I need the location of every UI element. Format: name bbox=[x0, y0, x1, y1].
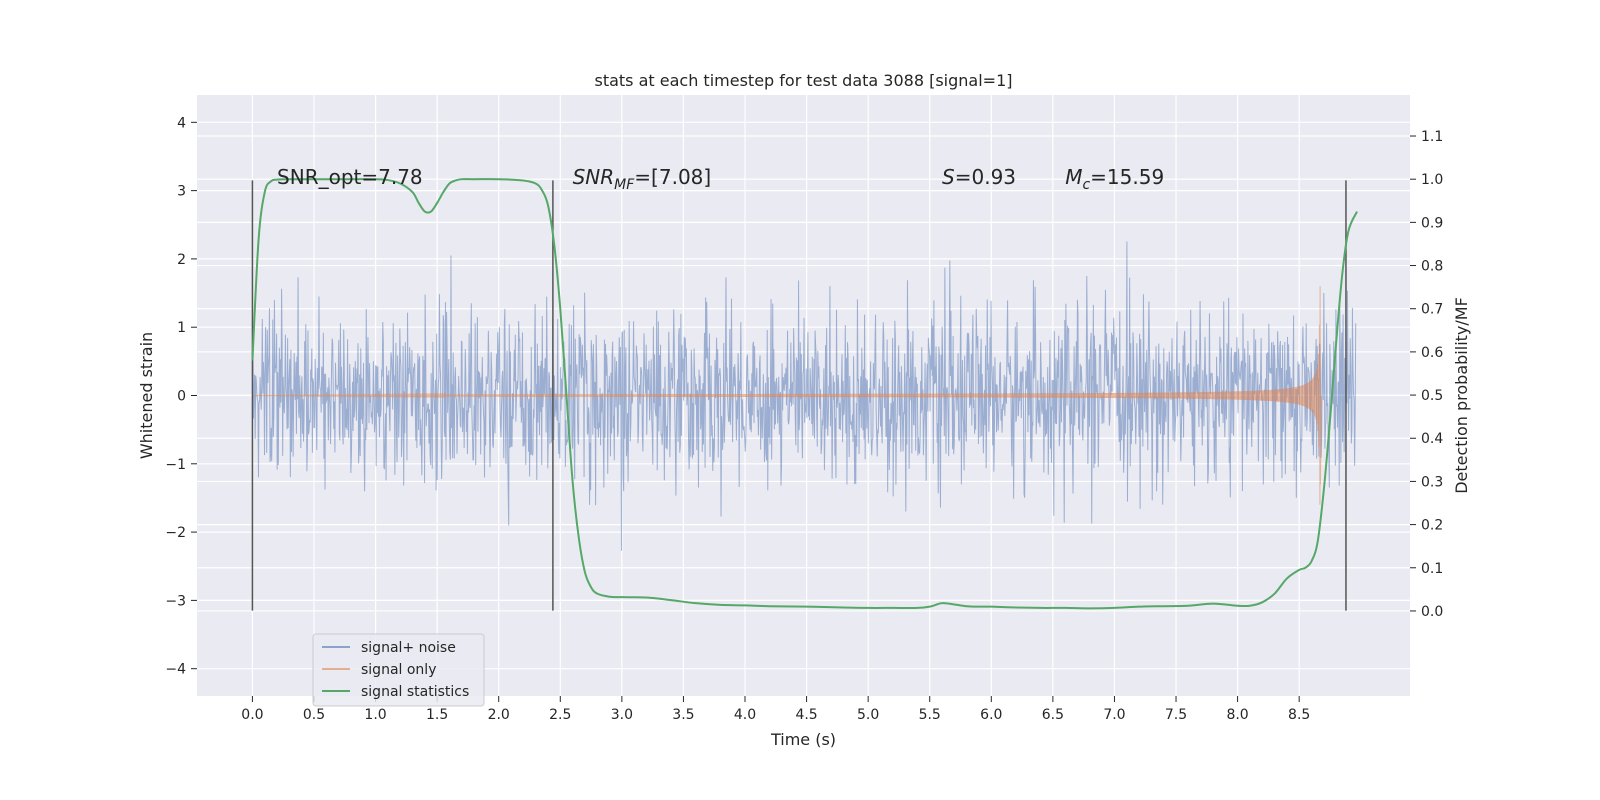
right-tick-label: 0.1 bbox=[1421, 561, 1443, 577]
right-tick-label: 0.0 bbox=[1421, 604, 1443, 620]
x-tick-label: 8.0 bbox=[1226, 707, 1248, 723]
annotation: SNRMF=[7.08] bbox=[573, 165, 712, 193]
right-tick-label: 0.6 bbox=[1421, 345, 1443, 361]
right-axis-label: Detection probability/MF bbox=[1452, 297, 1471, 494]
x-tick-label: 3.5 bbox=[672, 707, 694, 723]
y-tick-label: 3 bbox=[177, 184, 186, 200]
legend-label: signal only bbox=[361, 662, 436, 678]
right-tick-label: 0.8 bbox=[1421, 259, 1443, 275]
vertical-lines bbox=[251, 180, 1347, 611]
y-tick-label: 2 bbox=[177, 252, 186, 268]
y-tick-label: −2 bbox=[165, 525, 186, 541]
x-tick-label: 4.0 bbox=[734, 707, 756, 723]
x-tick-label: 8.5 bbox=[1288, 707, 1310, 723]
annotation: SNR_opt=7.78 bbox=[277, 165, 423, 189]
right-tick-label: 0.5 bbox=[1421, 388, 1443, 404]
statistics-layer bbox=[251, 178, 1358, 610]
chart-title: stats at each timestep for test data 308… bbox=[594, 71, 1012, 90]
x-tick-label: 6.0 bbox=[980, 707, 1002, 723]
right-tick-label: 0.2 bbox=[1421, 518, 1443, 534]
data-layer bbox=[251, 241, 1357, 551]
right-tick-label: 0.3 bbox=[1421, 474, 1443, 490]
legend-box bbox=[312, 633, 485, 707]
right-tick-label: 1.0 bbox=[1421, 172, 1443, 188]
x-tick-label: 2.5 bbox=[549, 707, 571, 723]
y-axis-ticks: 4 3 2 1 0 −1 −2 −3 −4 bbox=[165, 115, 197, 678]
x-tick-label: 2.0 bbox=[488, 707, 510, 723]
x-axis-ticks: 0.0 0.5 1.0 1.5 2.0 2.5 3.0 3.5 4.0 4.5 5.0 5.5 6.0 6… bbox=[241, 696, 1310, 723]
x-tick-label: 7.0 bbox=[1103, 707, 1125, 723]
x-tick-label: 5.5 bbox=[919, 707, 941, 723]
x-tick-label: 4.5 bbox=[795, 707, 817, 723]
right-tick-label: 0.9 bbox=[1421, 215, 1443, 231]
annotation: Mc=15.59 bbox=[1065, 165, 1164, 193]
x-axis-label: Time (s) bbox=[770, 730, 836, 749]
x-tick-label: 1.0 bbox=[364, 707, 386, 723]
series-signal-only bbox=[252, 286, 1322, 505]
y-tick-label: 4 bbox=[177, 115, 186, 131]
x-tick-label: 0.0 bbox=[241, 707, 263, 723]
y-tick-label: −3 bbox=[165, 593, 186, 609]
x-tick-label: 6.5 bbox=[1042, 707, 1064, 723]
x-tick-label: 7.5 bbox=[1165, 707, 1187, 723]
annotation: S=0.93 bbox=[942, 165, 1016, 189]
right-axis-ticks: 1.1 1.0 0.9 0.8 0.7 0.6 0.5 0.4 0.3 0.2 0.1 0.0 bbox=[1410, 129, 1443, 620]
right-tick-label: 1.1 bbox=[1421, 129, 1443, 145]
x-tick-label: 5.0 bbox=[857, 707, 879, 723]
series-signal-noise bbox=[251, 241, 1357, 551]
right-tick-label: 0.4 bbox=[1421, 431, 1443, 447]
right-tick-label: 0.7 bbox=[1421, 302, 1443, 318]
legend-label: signal+ noise bbox=[361, 640, 456, 656]
legend-label: signal statistics bbox=[361, 684, 469, 700]
legend: signal+ noise signal only signal statistic… bbox=[312, 633, 485, 707]
annotations: SNR_opt=7.78 SNRMF=[7.08] S=0.93 Mc=15.59 bbox=[277, 165, 1164, 193]
y-tick-label: −4 bbox=[165, 662, 186, 678]
y-tick-label: −1 bbox=[165, 457, 186, 473]
x-tick-label: 1.5 bbox=[426, 707, 448, 723]
x-tick-label: 0.5 bbox=[303, 707, 325, 723]
y-tick-label: 1 bbox=[177, 320, 186, 336]
y-axis-label: Whitened strain bbox=[137, 332, 156, 459]
y-tick-label: 0 bbox=[177, 389, 186, 405]
series-signal-statistics bbox=[251, 178, 1358, 610]
x-tick-label: 3.0 bbox=[611, 707, 633, 723]
